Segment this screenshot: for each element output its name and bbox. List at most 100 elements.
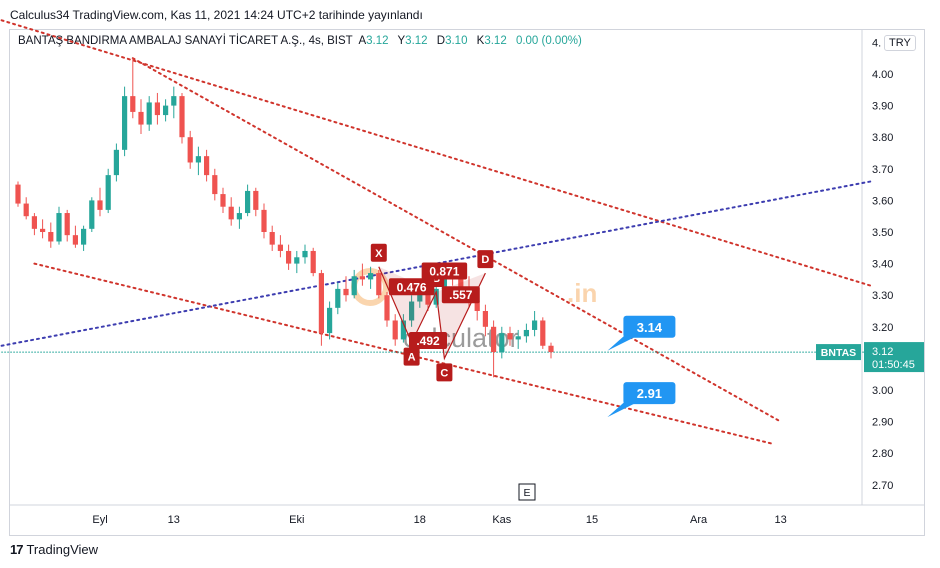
y-tick-label: 2.70 bbox=[872, 480, 893, 492]
candle-body bbox=[130, 96, 136, 112]
pattern-ratio-box bbox=[409, 332, 447, 350]
trendline bbox=[0, 19, 872, 287]
y-tick-label: 2.90 bbox=[872, 417, 893, 429]
candle-body bbox=[146, 102, 152, 125]
target-callout-label: 3.14 bbox=[637, 320, 663, 335]
chart-frame[interactable] bbox=[9, 29, 925, 536]
last-price-symbol-box bbox=[816, 344, 861, 361]
candle-body bbox=[302, 250, 308, 258]
y-tick-label: 3.90 bbox=[872, 101, 893, 113]
candle-body bbox=[31, 216, 37, 229]
candle-body bbox=[351, 276, 357, 296]
y-tick-label: 3.70 bbox=[872, 164, 893, 176]
symbol-legend: BANTAŞ BANDIRMA AMBALAJ SANAYİ TİCARET A… bbox=[18, 35, 588, 47]
candle-body bbox=[441, 276, 447, 289]
event-marker-label: E bbox=[523, 487, 530, 499]
pattern-ratio-label: 0.476 bbox=[397, 280, 427, 294]
target-callout-box bbox=[623, 315, 676, 338]
watermark-suffix: .in bbox=[567, 278, 597, 308]
candle-body bbox=[23, 203, 29, 217]
candle-body bbox=[122, 96, 128, 150]
footer-brand-label: TradingView bbox=[26, 542, 99, 557]
target-callout-box bbox=[623, 382, 676, 405]
open-value: 3.12 bbox=[366, 35, 389, 47]
candle-body bbox=[491, 326, 497, 353]
candle-body bbox=[64, 213, 70, 236]
candle-body bbox=[245, 190, 251, 214]
candle-body bbox=[277, 244, 283, 251]
pattern-ratio-box bbox=[421, 262, 468, 280]
candle-body bbox=[187, 137, 193, 163]
y-tick-label: 3.40 bbox=[872, 259, 893, 271]
x-tick-label: Eyl bbox=[92, 514, 107, 526]
candle-body bbox=[523, 329, 529, 337]
candle-body bbox=[179, 96, 185, 138]
last-price-symbol: BNTAS bbox=[821, 347, 856, 359]
symbol-name: BANTAŞ BANDIRMA AMBALAJ SANAYİ TİCARET A… bbox=[18, 35, 353, 47]
y-tick-label: 4. bbox=[872, 37, 881, 49]
y-tick-label: 3.00 bbox=[872, 385, 893, 397]
low-label: D bbox=[436, 35, 446, 47]
candle-body bbox=[72, 235, 78, 245]
pattern-ratio-label: 0.871 bbox=[429, 265, 459, 279]
candle-body bbox=[343, 288, 349, 296]
x-tick-label: Kas bbox=[492, 514, 511, 526]
candle-body bbox=[540, 320, 546, 346]
candle-body bbox=[310, 250, 316, 274]
candle-body bbox=[400, 320, 406, 340]
candle-body bbox=[458, 279, 464, 289]
candle-body bbox=[212, 175, 218, 195]
candle-body bbox=[392, 320, 398, 340]
candle-body bbox=[204, 156, 210, 176]
candle-body bbox=[56, 213, 62, 242]
currency-badge[interactable]: TRY bbox=[884, 35, 916, 51]
candle-body bbox=[482, 311, 488, 327]
candle-body bbox=[138, 111, 144, 125]
candle-body bbox=[376, 273, 382, 296]
trendline bbox=[0, 180, 872, 347]
candle-body bbox=[228, 206, 234, 220]
candle-body bbox=[269, 232, 275, 245]
trendline bbox=[131, 57, 782, 423]
candle-body bbox=[163, 105, 169, 116]
candle-body bbox=[236, 213, 242, 220]
x-tick-label: 13 bbox=[168, 514, 180, 526]
candle-body bbox=[105, 175, 111, 210]
event-marker-icon bbox=[518, 483, 536, 501]
candle-body bbox=[499, 333, 505, 353]
pattern-legs bbox=[378, 266, 486, 361]
candle-body bbox=[195, 156, 201, 163]
high-value: 3.12 bbox=[405, 35, 428, 47]
target-callout-pointer bbox=[607, 401, 636, 418]
pattern-ratio-label: .492 bbox=[416, 334, 440, 348]
high-label: Y bbox=[397, 35, 406, 47]
pattern-ratio-box bbox=[388, 278, 435, 296]
footer-brand[interactable]: 17 TradingView bbox=[10, 542, 98, 557]
published-line: Calculus34 TradingView.com, Kas 11, 2021… bbox=[10, 8, 423, 22]
y-tick-label: 4.00 bbox=[872, 69, 893, 81]
y-tick-label: 3.20 bbox=[872, 322, 893, 334]
target-callout-pointer bbox=[607, 334, 636, 351]
open-label: A bbox=[358, 35, 367, 47]
candle-body bbox=[359, 276, 365, 280]
y-tick-label: 3.80 bbox=[872, 132, 893, 144]
pattern-point-label: X bbox=[375, 248, 383, 260]
candle-body bbox=[318, 273, 324, 334]
candle-body bbox=[81, 228, 87, 245]
candle-body bbox=[261, 209, 267, 232]
candle-body bbox=[154, 102, 160, 116]
y-tick-label: 3.30 bbox=[872, 290, 893, 302]
pattern-point-label: A bbox=[408, 352, 416, 364]
candle-body bbox=[48, 232, 54, 242]
pattern-point-label: D bbox=[481, 254, 489, 266]
candle-body bbox=[368, 273, 374, 280]
y-tick-label: 3.60 bbox=[872, 195, 893, 207]
y-tick-label: 3.50 bbox=[872, 227, 893, 239]
candle-body bbox=[253, 190, 259, 210]
pattern-point-label: C bbox=[440, 367, 448, 379]
x-tick-label: 13 bbox=[774, 514, 786, 526]
candle-body bbox=[113, 149, 119, 176]
candle-body bbox=[220, 194, 226, 207]
candle-body bbox=[89, 200, 95, 229]
